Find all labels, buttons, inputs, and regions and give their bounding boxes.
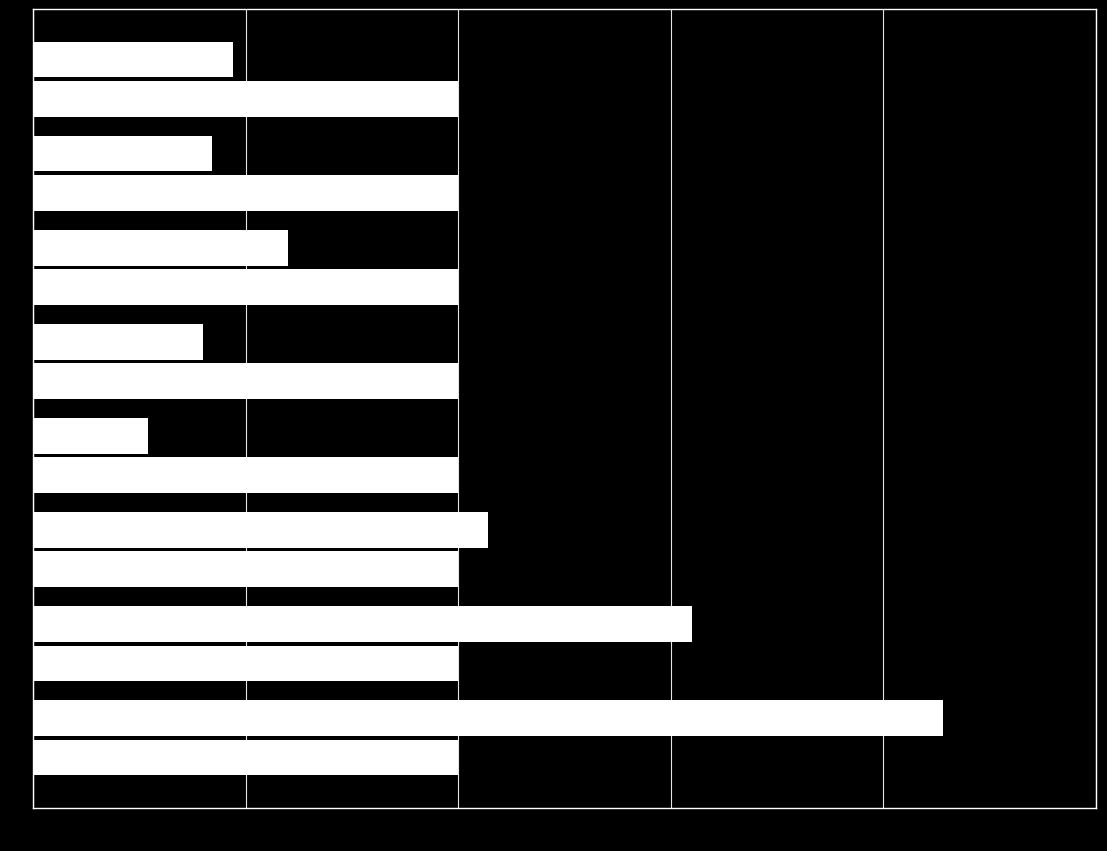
Bar: [33, 81, 458, 117]
Bar: [33, 324, 204, 360]
Bar: [33, 175, 458, 211]
Bar: [33, 646, 458, 682]
Bar: [33, 269, 458, 305]
Bar: [33, 551, 458, 587]
Bar: [33, 42, 232, 77]
Bar: [33, 740, 458, 775]
Bar: [33, 135, 211, 171]
Bar: [33, 418, 148, 454]
Bar: [33, 700, 943, 736]
Bar: [33, 230, 288, 266]
Bar: [33, 512, 488, 548]
Bar: [33, 606, 692, 642]
Bar: [33, 457, 458, 493]
Bar: [33, 363, 458, 399]
